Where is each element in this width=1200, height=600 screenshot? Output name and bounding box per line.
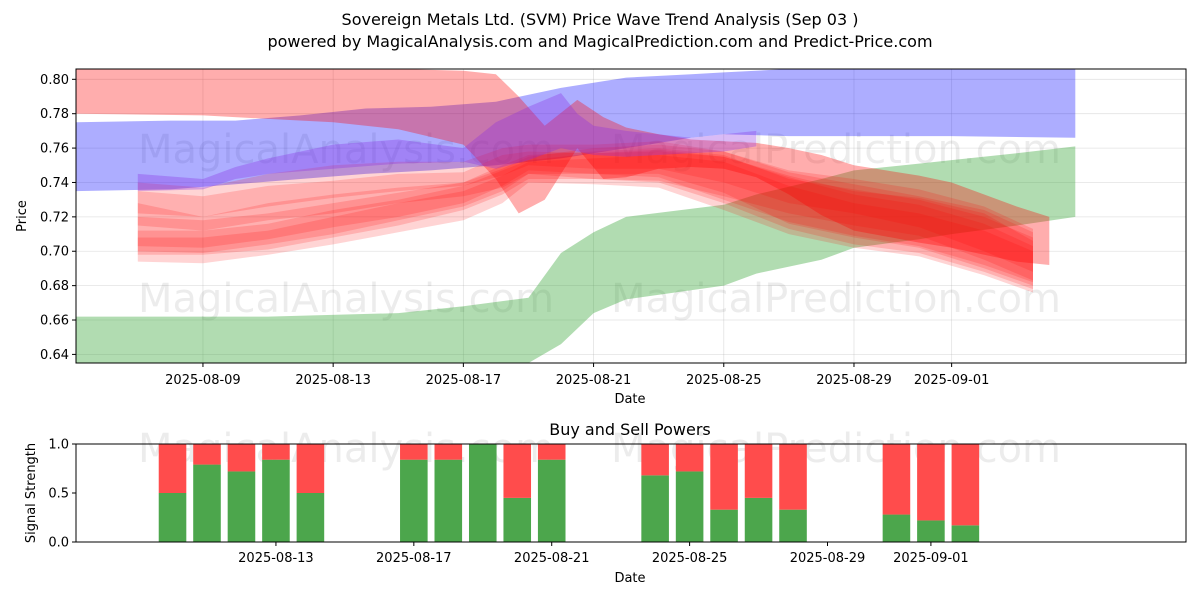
buy-bar xyxy=(882,514,911,542)
buy-bar xyxy=(710,509,738,542)
price-x-tick-label: 2025-08-09 xyxy=(165,373,241,388)
watermark-top-left-1: MagicalAnalysis.com xyxy=(138,127,554,173)
price-grid xyxy=(76,69,1186,363)
buy-sell-y-label: Signal Strength xyxy=(24,443,39,543)
price-y-tick-label: 0.74 xyxy=(40,176,69,191)
sell-bar xyxy=(262,444,290,460)
buy-bar xyxy=(227,471,256,542)
buy-bar xyxy=(779,509,807,542)
sell-bar xyxy=(710,444,738,510)
price-x-label: Date xyxy=(614,392,645,407)
sell-bar xyxy=(537,444,566,460)
purple-overlap-band xyxy=(137,93,757,192)
price-x-tick-label: 2025-08-25 xyxy=(686,373,762,388)
sell-bar xyxy=(882,444,911,515)
price-x-tick-label: 2025-08-21 xyxy=(556,373,632,388)
buy-bar xyxy=(537,459,566,542)
buy-bar xyxy=(158,493,187,542)
chart-subtitle: powered by MagicalAnalysis.com and Magic… xyxy=(267,32,932,51)
price-y-tick-label: 0.64 xyxy=(40,348,69,363)
sell-bar xyxy=(193,444,221,465)
price-x-tick-label: 2025-08-13 xyxy=(295,373,371,388)
buy-bar xyxy=(951,525,980,542)
price-plot-area xyxy=(76,69,1186,363)
price-y-tick-label: 0.68 xyxy=(40,279,69,294)
red-fan-band-5 xyxy=(137,151,1034,290)
signal-x-tick-label: 2025-09-01 xyxy=(893,551,969,566)
signal-x-tick-label: 2025-08-29 xyxy=(790,551,866,566)
blue-wave-band xyxy=(76,69,1076,192)
sell-bar xyxy=(641,444,669,476)
buy-bar xyxy=(744,497,773,542)
price-y-tick-label: 0.72 xyxy=(40,210,69,225)
sell-bar xyxy=(296,444,325,493)
sell-bar xyxy=(227,444,256,472)
red-fan-band-2 xyxy=(137,155,1034,293)
buy-bar xyxy=(262,459,290,542)
buy-bar xyxy=(675,471,704,542)
sell-bar xyxy=(951,444,980,526)
buy-sell-bars xyxy=(158,444,980,542)
price-wave-chart: MagicalAnalysis.com MagicalPrediction.co… xyxy=(15,68,1187,407)
price-x-tick-label: 2025-08-17 xyxy=(426,373,502,388)
red-fan-band-1 xyxy=(137,149,1034,281)
buy-bar xyxy=(193,464,221,542)
buy-bar xyxy=(503,497,532,542)
red-fan-band-4 xyxy=(137,141,1034,272)
price-watermarks: MagicalAnalysis.com MagicalPrediction.co… xyxy=(138,127,1061,322)
watermark-top-right-2: MagicalPrediction.com xyxy=(611,276,1061,322)
price-y-tick-label: 0.78 xyxy=(40,107,69,122)
price-y-tick-label: 0.80 xyxy=(40,73,69,88)
signal-x-tick-label: 2025-08-13 xyxy=(238,551,314,566)
buy-bar xyxy=(917,520,945,542)
watermark-top-left-2: MagicalAnalysis.com xyxy=(138,276,554,322)
price-bands xyxy=(76,69,1076,363)
buy-bar xyxy=(468,444,497,542)
signal-x-tick-label: 2025-08-25 xyxy=(652,551,728,566)
sell-bar xyxy=(158,444,187,493)
red-fan-band-3 xyxy=(137,144,1034,286)
buy-bar xyxy=(434,459,463,542)
sell-bar xyxy=(503,444,532,498)
buy-sell-x-label: Date xyxy=(614,571,645,586)
price-x-tick-label: 2025-08-29 xyxy=(816,373,892,388)
buy-sell-y-ticks: 0.0 0.5 1.0 xyxy=(48,438,76,551)
red-fan-band-6 xyxy=(137,148,1034,283)
buy-sell-x-ticks: 2025-08-13 2025-08-17 2025-08-21 2025-08-25… xyxy=(238,542,969,566)
sell-bar xyxy=(744,444,773,498)
price-y-ticks: 0.64 0.66 0.68 0.70 0.72 0.74 0.76 0.78 0.80 xyxy=(40,73,76,363)
signal-y-tick-label: 1.0 xyxy=(48,438,69,453)
price-y-tick-label: 0.66 xyxy=(40,314,69,329)
buy-sell-title: Buy and Sell Powers xyxy=(549,420,711,439)
watermark-top-right-1: MagicalPrediction.com xyxy=(611,127,1061,173)
sell-bar xyxy=(675,444,704,472)
sell-bar xyxy=(917,444,945,521)
red-wave-top-band xyxy=(76,69,1050,265)
signal-x-tick-label: 2025-08-17 xyxy=(376,551,452,566)
signal-y-tick-label: 0.0 xyxy=(48,536,69,551)
signal-y-tick-label: 0.5 xyxy=(48,487,69,502)
buy-bar xyxy=(296,493,325,542)
sell-bar xyxy=(779,444,807,510)
sell-bar xyxy=(400,444,428,460)
price-y-tick-label: 0.76 xyxy=(40,142,69,157)
price-plot-frame xyxy=(75,68,1187,364)
price-y-tick-label: 0.70 xyxy=(40,245,69,260)
buy-bar xyxy=(641,475,669,542)
chart-title: Sovereign Metals Ltd. (SVM) Price Wave T… xyxy=(342,10,859,29)
price-y-label: Price xyxy=(15,200,30,232)
green-wave-band xyxy=(76,146,1076,363)
buy-sell-chart: Buy and Sell Powers MagicalAnalysis.com … xyxy=(24,420,1187,586)
buy-sell-plot-area xyxy=(76,444,1186,542)
sell-bar xyxy=(434,444,463,460)
price-x-ticks: 2025-08-09 2025-08-13 2025-08-17 2025-08-21… xyxy=(165,363,989,388)
signal-x-tick-label: 2025-08-21 xyxy=(514,551,590,566)
price-x-tick-label: 2025-09-01 xyxy=(914,373,990,388)
buy-bar xyxy=(400,459,428,542)
